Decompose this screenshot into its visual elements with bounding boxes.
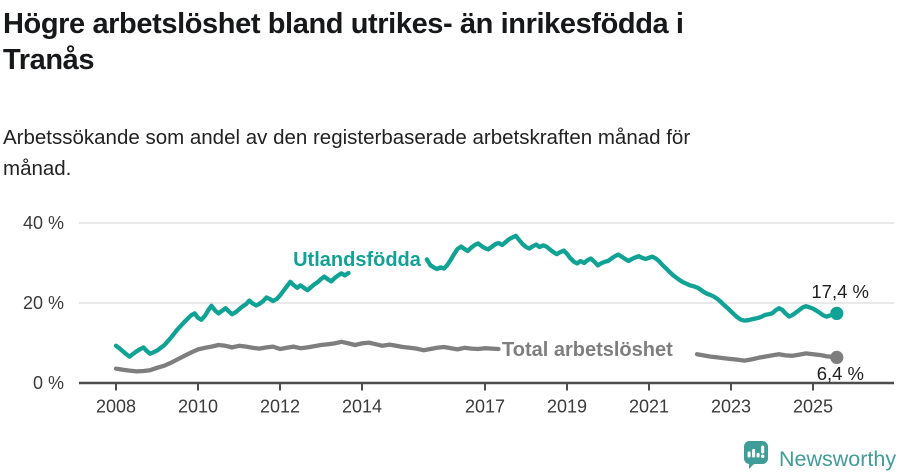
series-line-0: [113, 270, 351, 359]
chart-subtitle-line-1: Arbetssökande som andel av den registerb…: [3, 126, 691, 149]
page-title-line-1: Högre arbetslöshet bland utrikes- än inr…: [3, 8, 684, 40]
x-axis-tick-label: 2017: [465, 397, 505, 417]
x-axis-tick-label: 2025: [793, 397, 833, 417]
newsworthy-brand-text: Newsworthy: [779, 447, 896, 471]
end-value-label-utlandsfodda: 17,4 %: [811, 281, 869, 302]
end-value-label-total: 6,4 %: [817, 363, 864, 384]
series-layer: [113, 233, 844, 374]
series-end-dot-1: [830, 350, 844, 364]
y-axis-tick-label: 0 %: [33, 373, 64, 393]
series-label-total-arbetsloshet: Total arbetslöshet: [502, 339, 673, 361]
series-label-utlandsfodda: Utlandsfödda: [293, 249, 422, 271]
series-end-dot-0: [830, 306, 844, 320]
y-axis-tick-label: 20 %: [23, 293, 64, 313]
x-axis-tick-label: 2012: [260, 397, 300, 417]
series-line-0: [424, 233, 839, 323]
series-line-1: [113, 339, 501, 374]
x-axis-tick-label: 2008: [96, 397, 136, 417]
x-axis-tick-label: 2019: [547, 397, 587, 417]
x-axis-tick-label: 2021: [629, 397, 669, 417]
y-axis-tick-label: 40 %: [23, 213, 64, 233]
x-axis-tick-label: 2014: [342, 397, 382, 417]
chart-subtitle: Arbetssökande som andel av den registerb…: [3, 122, 690, 184]
chart-subtitle-line-2: månad.: [3, 157, 72, 180]
page-title: Högre arbetslöshet bland utrikes- än inr…: [3, 6, 684, 78]
newsworthy-logo-icon: [744, 441, 768, 469]
x-axis-tick-label: 2010: [178, 397, 218, 417]
gridline-layer: 0 % 20 % 40 %: [23, 213, 894, 393]
series-line-1: [694, 351, 839, 363]
page-title-line-2: Tranås: [3, 44, 95, 76]
x-axis-layer: 2008 2010 2012 2014 2017 2019 2021 2023 2025: [79, 381, 894, 417]
newsworthy-logo[interactable]: Newsworthy: [744, 441, 896, 471]
x-axis-tick-label: 2023: [711, 397, 751, 417]
